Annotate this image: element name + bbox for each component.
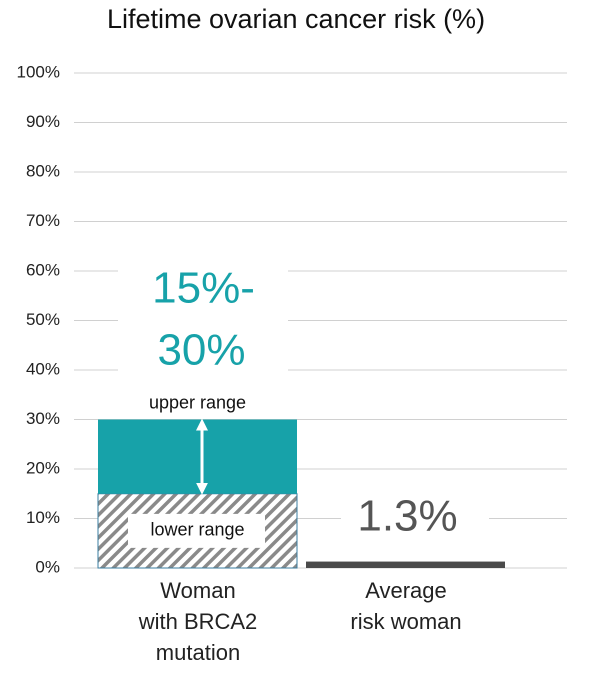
category-label-brca2: Woman with BRCA2 mutation xyxy=(98,575,298,668)
category-label-average-line1: Average xyxy=(365,578,447,603)
bar-average xyxy=(306,561,505,568)
range-text-bg xyxy=(118,262,288,382)
category-label-brca2-line2: with BRCA2 xyxy=(138,609,258,634)
category-label-brca2-line3: mutation xyxy=(155,640,241,665)
y-tick-label: 20% xyxy=(26,458,60,477)
y-tick-label: 40% xyxy=(26,359,60,378)
category-label-average-line2: risk woman xyxy=(350,609,462,634)
category-label-brca2-line1: Woman xyxy=(160,578,236,603)
y-tick-label: 30% xyxy=(26,409,60,428)
y-tick-label: 60% xyxy=(26,260,60,279)
y-tick-label: 80% xyxy=(26,161,60,180)
y-tick-label: 10% xyxy=(26,508,60,527)
upper-range-label: upper range xyxy=(149,392,246,412)
y-tick-label: 0% xyxy=(35,557,60,576)
average-value-label: 1.3% xyxy=(357,492,457,541)
lower-range-label-bg xyxy=(128,513,265,548)
range-text-line1: 15%- xyxy=(152,264,255,313)
bar-brca2-upper-range xyxy=(98,419,297,494)
y-tick-label: 100% xyxy=(17,62,60,81)
lower-range-label: lower range xyxy=(150,520,244,540)
y-axis-ticks: 0% 10% 20% 30% 40% 50% 60% 70% 80% 90% 100% xyxy=(17,62,60,576)
y-tick-label: 50% xyxy=(26,310,60,329)
y-tick-label: 70% xyxy=(26,211,60,230)
average-label-bg xyxy=(341,492,489,548)
annotations: lower range upper range 15%- 30% 1.3% xyxy=(118,262,489,548)
y-tick-label: 90% xyxy=(26,112,60,131)
upper-range-label-bg xyxy=(134,389,263,416)
category-label-average: Average risk woman xyxy=(306,575,506,637)
range-text-line2: 30% xyxy=(157,326,245,375)
chart-title: Lifetime ovarian cancer risk (%) xyxy=(106,4,486,34)
